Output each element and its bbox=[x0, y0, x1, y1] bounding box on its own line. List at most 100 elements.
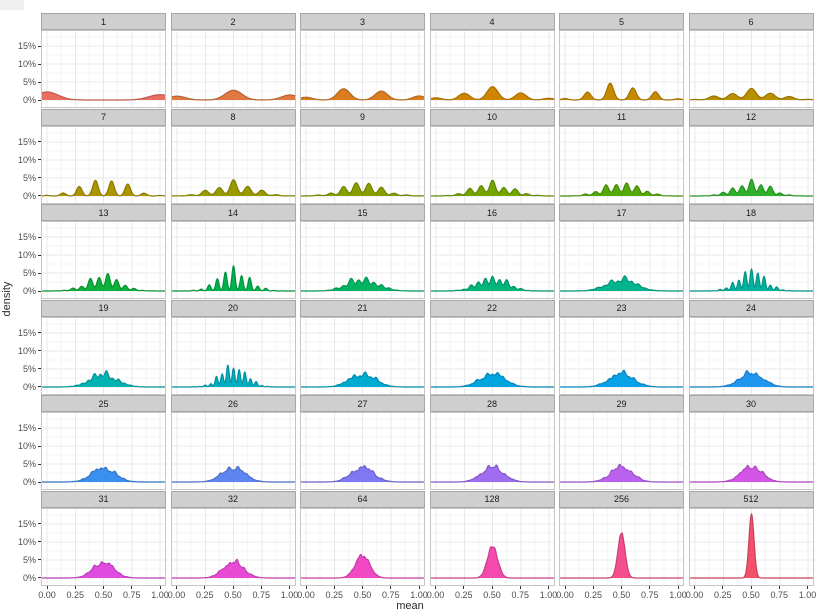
facet-strip-label: 30 bbox=[745, 398, 756, 409]
x-tick-label: 0.00 bbox=[297, 590, 315, 600]
grid-major bbox=[559, 30, 684, 108]
facet-strip: 64 bbox=[300, 490, 425, 508]
facet-panel: 6 bbox=[688, 13, 814, 108]
density-area bbox=[559, 182, 684, 196]
x-tick-label: 0.75 bbox=[122, 590, 141, 600]
density-area bbox=[688, 513, 814, 578]
facet-panel: 1 bbox=[41, 13, 166, 108]
density-area bbox=[170, 364, 296, 387]
density-plot bbox=[41, 412, 166, 490]
x-tick-mark bbox=[103, 585, 104, 589]
facet-panel: 32 bbox=[170, 490, 296, 586]
facet-panel: 2 bbox=[170, 13, 296, 108]
density-area bbox=[170, 179, 296, 196]
x-tick-mark bbox=[750, 585, 752, 589]
x-tick-label: 0.25 bbox=[454, 590, 473, 600]
density-line bbox=[559, 531, 684, 579]
facet-strip-label: 11 bbox=[616, 112, 627, 122]
x-tick-mark bbox=[131, 585, 133, 589]
facet-strip: 24 bbox=[688, 299, 814, 317]
panel-border bbox=[41, 221, 166, 299]
facet-strip: 17 bbox=[559, 204, 684, 221]
facet-strip-label: 23 bbox=[616, 303, 627, 313]
density-area bbox=[688, 268, 814, 291]
panel-border bbox=[429, 507, 555, 586]
facet-panel: 25 bbox=[41, 395, 166, 490]
y-tick-mark bbox=[37, 236, 41, 238]
facet-panel: 18 bbox=[688, 204, 814, 299]
facet-strip-label: 8 bbox=[230, 112, 236, 122]
density-line bbox=[300, 465, 425, 483]
y-tick-label: 15% bbox=[17, 136, 36, 147]
panel-border bbox=[559, 316, 684, 395]
density-area bbox=[300, 277, 425, 291]
facet-strip: 19 bbox=[41, 299, 166, 317]
panel-border bbox=[429, 221, 555, 299]
panel-border bbox=[170, 30, 296, 108]
density-area bbox=[170, 558, 296, 578]
density-plot bbox=[429, 412, 555, 490]
y-tick-label: 0% bbox=[22, 190, 36, 201]
facet-strip: 32 bbox=[170, 490, 296, 508]
y-tick-mark bbox=[37, 63, 41, 65]
x-tick-label: 1.00 bbox=[539, 590, 558, 600]
density-plot bbox=[41, 125, 166, 204]
x-tick-mark bbox=[176, 585, 177, 589]
x-tick-label: 0.25 bbox=[325, 590, 344, 600]
density-plot bbox=[41, 316, 166, 395]
panel-border bbox=[300, 507, 425, 586]
panel-border bbox=[170, 316, 296, 395]
panel-border bbox=[429, 125, 555, 204]
density-area bbox=[300, 371, 425, 387]
y-tick-mark bbox=[37, 368, 41, 369]
x-tick-mark bbox=[621, 585, 622, 589]
density-plot bbox=[559, 316, 684, 395]
y-tick-label: 15% bbox=[17, 41, 36, 51]
facet-strip: 8 bbox=[170, 108, 296, 126]
y-tick-mark bbox=[37, 195, 41, 196]
density-area bbox=[559, 464, 684, 482]
grid-major bbox=[300, 30, 425, 108]
density-plot bbox=[300, 221, 425, 299]
density-plot bbox=[300, 412, 425, 490]
facet-strip: 25 bbox=[41, 395, 166, 412]
panel-border bbox=[559, 507, 684, 586]
x-tick-label: 0.25 bbox=[195, 590, 214, 600]
facet-panel: 31 bbox=[41, 490, 166, 586]
density-line bbox=[170, 178, 296, 197]
density-line bbox=[41, 273, 166, 292]
density-line bbox=[41, 369, 166, 388]
facet-strip: 18 bbox=[688, 204, 814, 221]
density-line bbox=[429, 86, 555, 101]
y-tick-label: 5% bbox=[22, 77, 36, 87]
density-plot bbox=[170, 30, 296, 108]
facet-strip: 30 bbox=[688, 395, 814, 412]
density-plot bbox=[429, 316, 555, 395]
x-tick-label: 0.50 bbox=[742, 590, 760, 600]
x-tick-label: 1.00 bbox=[410, 590, 428, 600]
x-tick-label: 0.50 bbox=[224, 590, 242, 600]
panel-border bbox=[688, 125, 814, 204]
facet-strip-label: 3 bbox=[359, 16, 365, 27]
density-area bbox=[170, 265, 296, 291]
density-area bbox=[300, 465, 425, 482]
density-area bbox=[41, 273, 166, 291]
y-tick-mark bbox=[37, 332, 41, 333]
density-area bbox=[41, 561, 166, 578]
density-area bbox=[688, 465, 814, 482]
density-line bbox=[41, 91, 166, 101]
y-tick-mark bbox=[37, 463, 41, 465]
density-area bbox=[688, 178, 814, 196]
y-tick-mark bbox=[37, 445, 41, 447]
x-tick-label: 0.50 bbox=[483, 590, 501, 600]
facet-strip-label: 128 bbox=[484, 494, 500, 504]
density-plot bbox=[688, 412, 814, 490]
facet-strip: 21 bbox=[300, 299, 425, 317]
density-plot bbox=[300, 507, 425, 586]
density-plot bbox=[688, 125, 814, 204]
panel-border bbox=[429, 30, 555, 108]
density-line bbox=[688, 268, 814, 292]
facet-panel: 24 bbox=[688, 299, 814, 395]
facet-panel: 29 bbox=[559, 395, 684, 490]
y-tick-mark bbox=[37, 386, 41, 387]
